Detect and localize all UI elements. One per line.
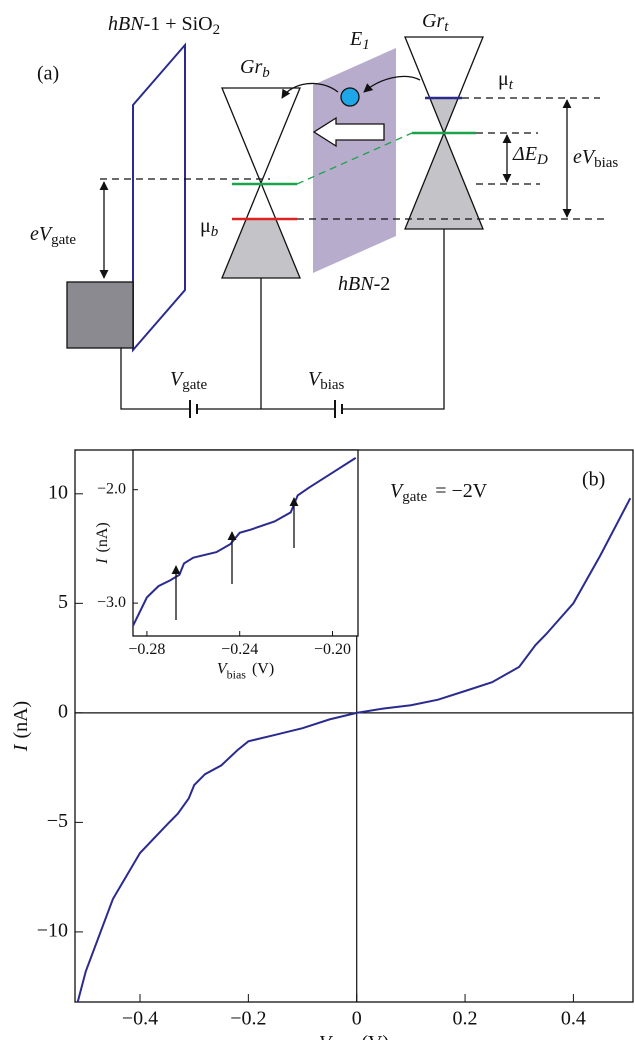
x-tick-label: −0.24	[221, 641, 258, 658]
label-part: I	[94, 558, 111, 565]
panel-label: (b)	[582, 469, 605, 491]
x-tick-label: −0.28	[128, 641, 165, 658]
ev-gate-label: eVgate	[30, 223, 76, 249]
diagram-labels: (a) hBN-1 + SiO2 E1 Grb Grt μt μb ΔED eV…	[30, 10, 618, 394]
label-sub: t	[509, 77, 514, 93]
label-sub: bias	[594, 155, 618, 171]
annotation: Vgate = −2V	[390, 480, 488, 506]
label-sub: gate	[182, 377, 207, 393]
x-tick-label: −0.4	[122, 1008, 158, 1030]
label-part: eV	[30, 223, 54, 245]
label-part: V	[217, 660, 229, 677]
label-part: E	[349, 28, 362, 50]
label-part: Gr	[240, 56, 262, 78]
label-part: (nA)	[10, 701, 32, 739]
hbn1-slab	[132, 42, 186, 353]
diagram	[66, 36, 606, 418]
label-part: Gr	[422, 10, 444, 32]
label-part: I	[10, 743, 32, 752]
mut-label: μt	[498, 68, 514, 94]
x-tick-label: −0.20	[314, 641, 351, 658]
y-axis-label: I (nA)	[94, 522, 111, 565]
label-sub: 2	[213, 22, 221, 38]
y-tick-label: 5	[58, 591, 68, 613]
label-sub: bias	[320, 377, 344, 393]
y-tick-label: −3.0	[97, 594, 126, 611]
x-tick-label: 0	[352, 1008, 362, 1030]
gate	[66, 281, 134, 349]
hbn2-label: hBN-2	[338, 273, 390, 295]
x-tick-label: −0.2	[230, 1008, 266, 1030]
label-sub: b	[211, 224, 219, 240]
label-sub: 1	[362, 37, 370, 53]
data-line	[76, 497, 632, 1003]
battery	[189, 400, 343, 418]
ev-bias-label: eVbias	[573, 146, 618, 172]
panel-label: (a)	[37, 63, 59, 85]
y-tick-label: −5	[47, 810, 68, 832]
grb-label: Grb	[240, 56, 270, 82]
grt-filled	[405, 133, 483, 229]
inset-chart: −0.28 −0.24 −0.20 −2.0 −3.0 Vbias (V) I (nA)	[94, 449, 359, 681]
y-axis-label: I (nA)	[10, 701, 32, 752]
label-part: V	[390, 480, 405, 502]
label-sub: D	[536, 152, 548, 168]
label-part: ΔE	[512, 143, 537, 165]
label-part: -1 + SiO	[144, 13, 213, 35]
label-part: V	[319, 1032, 334, 1040]
hbn2-barrier	[313, 48, 396, 273]
y-tick-label: −2.0	[97, 480, 126, 497]
flow-arrow	[312, 116, 385, 148]
label-sub: gate	[51, 232, 76, 248]
label-part: μ	[498, 68, 509, 90]
label-part: -2	[374, 273, 391, 295]
label-part: = −2V	[435, 480, 488, 502]
label-part: eV	[573, 146, 597, 168]
label-part: (V)	[252, 660, 274, 677]
label-sub: b	[262, 65, 270, 81]
delta-ed-label: ΔED	[512, 143, 548, 169]
y-tick-label: 10	[48, 481, 68, 503]
label-part: μ	[200, 215, 211, 237]
label-part: hBN	[338, 273, 375, 295]
y-tick-label: 0	[58, 700, 68, 722]
x-axis-label: Vbias (V)	[217, 660, 274, 681]
label-sub: bias	[227, 667, 247, 681]
charts: −0.4−0.200.20.4−10−50510Vbias(V)I(nA)(b)…	[10, 449, 634, 1040]
v-gate-label: Vgate	[170, 368, 208, 394]
e1-label: E1	[349, 28, 370, 54]
label-part: V	[170, 368, 185, 390]
tunnel-arrow	[363, 75, 421, 93]
grt-label: Grt	[422, 10, 449, 36]
label-part: V	[308, 368, 323, 390]
label-part: (nA)	[94, 522, 111, 552]
mub-label: μb	[200, 215, 219, 241]
v-bias-label: Vbias	[308, 368, 345, 394]
label-part: (V)	[361, 1032, 389, 1040]
hbn1-label: hBN-1 + SiO2	[108, 13, 220, 39]
grb-filled	[222, 219, 300, 278]
grt-filled-top	[430, 98, 458, 133]
x-tick-label: 0.4	[561, 1008, 586, 1030]
x-axis-label: Vbias(V)	[319, 1032, 389, 1040]
tunnel-arrow	[281, 82, 339, 99]
circuit	[120, 229, 445, 410]
x-tick-label: 0.2	[453, 1008, 478, 1030]
data-line	[132, 457, 357, 627]
label-sub: t	[444, 19, 449, 35]
label-part: hBN	[108, 13, 145, 35]
electron	[340, 87, 360, 107]
grb-cone	[221, 87, 301, 279]
label-sub: gate	[402, 489, 427, 505]
y-tick-label: −10	[37, 919, 68, 941]
dashed-levels	[100, 97, 606, 220]
grt-cone	[404, 36, 484, 230]
